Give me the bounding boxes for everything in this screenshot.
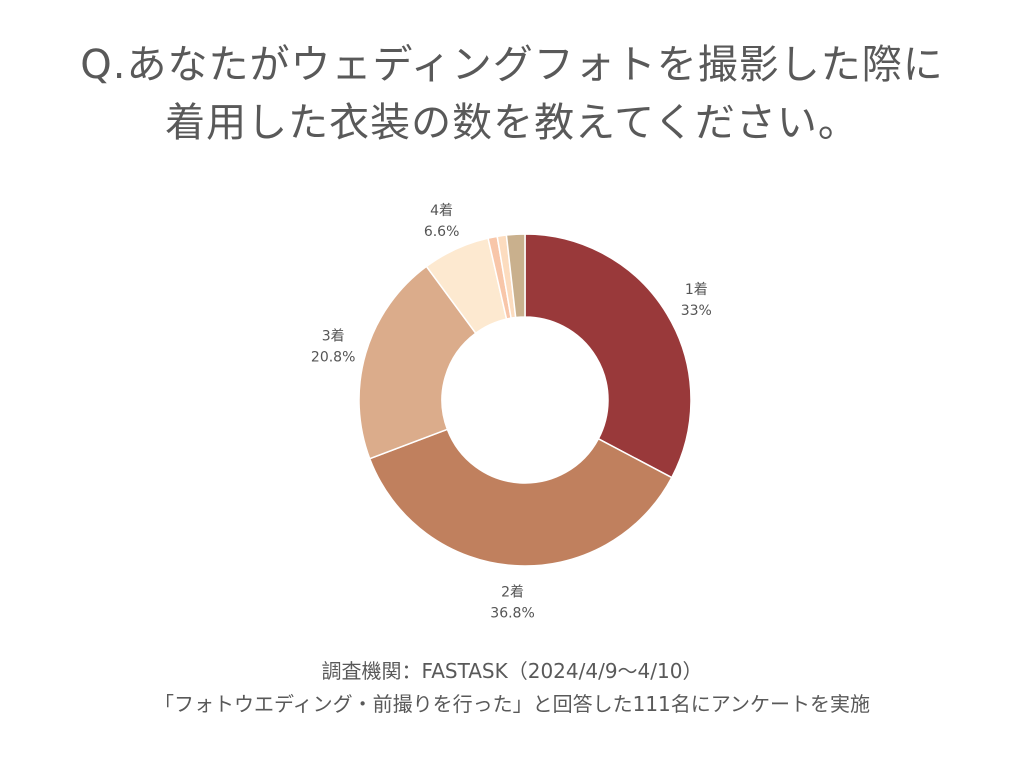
slice-category-label: 3着 <box>322 328 345 344</box>
chart-title-line-1: Q.あなたがウェディングフォトを撮影した際に <box>80 42 944 88</box>
slice-category-label: 4着 <box>430 203 453 219</box>
survey-note: 調査機関：FASTASK（2024/4/9〜4/10） 「フォトウエディング・前… <box>0 655 1024 721</box>
donut-slice-2 <box>368 428 673 567</box>
donut-slice-7 <box>505 233 526 319</box>
chart-title: Q.あなたがウェディングフォトを撮影した際に 着用した衣装の数を教えてください。 <box>0 36 1024 152</box>
survey-source: 調査機関：FASTASK（2024/4/9〜4/10） <box>321 659 703 683</box>
slice-value-label: 33% <box>681 303 712 319</box>
donut-slices <box>358 233 692 567</box>
slice-category-label: 2着 <box>501 585 524 601</box>
slice-value-label: 20.8% <box>311 349 355 365</box>
donut-chart: 1着 33% 2着 36.8% 3着 20.8% 4着 6.6% <box>311 203 712 621</box>
donut-slice-3 <box>358 265 477 460</box>
slice-category-label: 1着 <box>685 282 708 298</box>
donut-labels: 1着 33% 2着 36.8% 3着 20.8% 4着 6.6% <box>311 203 712 621</box>
donut-slice-1 <box>524 233 692 479</box>
survey-method: 「フォトウエディング・前撮りを行った」と回答した111名にアンケートを実施 <box>154 692 870 716</box>
slice-value-label: 6.6% <box>424 224 460 240</box>
slice-value-label: 36.8% <box>490 606 534 622</box>
chart-title-line-2: 着用した衣装の数を教えてください。 <box>165 100 859 146</box>
